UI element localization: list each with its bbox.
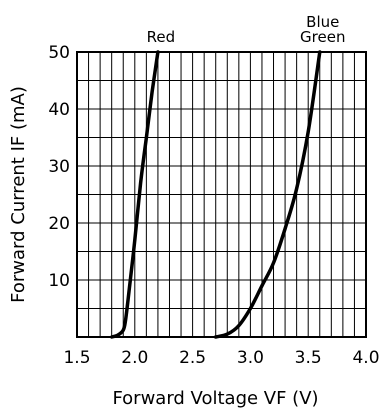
series-line <box>109 50 160 339</box>
x-tick-label: 2.0 <box>121 348 148 368</box>
y-tick-labels: 10 20 30 40 50 <box>48 43 70 291</box>
x-tick-label: 3.5 <box>295 348 322 368</box>
x-axis-label: Forward Voltage VF (V) <box>112 388 318 409</box>
y-tick-label: 30 <box>48 157 70 177</box>
series-curves <box>109 50 322 339</box>
series-label: Blue <box>306 13 339 31</box>
x-tick-label: 1.5 <box>63 348 90 368</box>
series-line <box>213 50 322 339</box>
series-label: Green <box>300 28 345 46</box>
x-tick-label: 2.5 <box>179 348 206 368</box>
series-label: Red <box>147 28 176 46</box>
x-tick-label: 3.0 <box>237 348 264 368</box>
x-tick-labels: 1.5 2.0 2.5 3.0 3.5 4.0 <box>63 348 379 368</box>
chart-grid <box>77 52 366 337</box>
x-tick-label: 4.0 <box>352 348 379 368</box>
y-axis-label: Forward Current IF (mA) <box>8 86 29 303</box>
y-tick-label: 10 <box>48 271 70 291</box>
y-tick-label: 50 <box>48 43 70 63</box>
y-tick-label: 40 <box>48 100 70 120</box>
y-tick-label: 20 <box>48 214 70 234</box>
